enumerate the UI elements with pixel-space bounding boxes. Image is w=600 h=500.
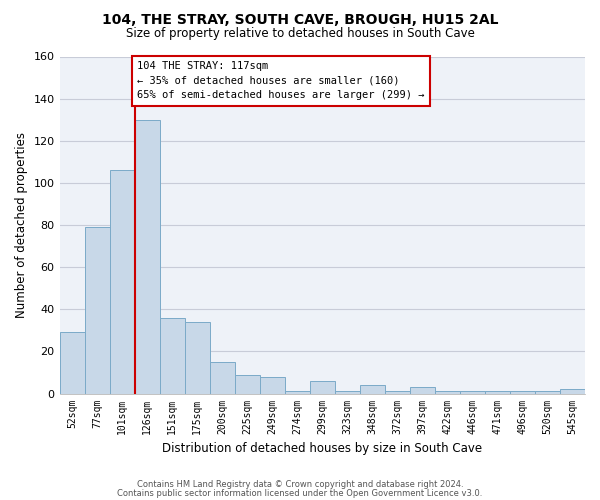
X-axis label: Distribution of detached houses by size in South Cave: Distribution of detached houses by size … — [162, 442, 482, 455]
Text: Contains public sector information licensed under the Open Government Licence v3: Contains public sector information licen… — [118, 488, 482, 498]
Bar — [185, 322, 209, 394]
Bar — [260, 376, 285, 394]
Bar — [360, 385, 385, 394]
Bar — [110, 170, 134, 394]
Bar — [209, 362, 235, 394]
Bar — [160, 318, 185, 394]
Bar — [560, 390, 585, 394]
Y-axis label: Number of detached properties: Number of detached properties — [15, 132, 28, 318]
Bar — [535, 392, 560, 394]
Bar — [235, 374, 260, 394]
Bar — [485, 392, 510, 394]
Bar — [310, 381, 335, 394]
Bar — [85, 227, 110, 394]
Bar — [59, 332, 85, 394]
Bar — [410, 387, 435, 394]
Bar — [285, 392, 310, 394]
Bar — [335, 392, 360, 394]
Text: 104, THE STRAY, SOUTH CAVE, BROUGH, HU15 2AL: 104, THE STRAY, SOUTH CAVE, BROUGH, HU15… — [102, 12, 498, 26]
Bar — [460, 392, 485, 394]
Bar — [435, 392, 460, 394]
Text: Size of property relative to detached houses in South Cave: Size of property relative to detached ho… — [125, 28, 475, 40]
Text: 104 THE STRAY: 117sqm
← 35% of detached houses are smaller (160)
65% of semi-det: 104 THE STRAY: 117sqm ← 35% of detached … — [137, 60, 425, 100]
Bar — [510, 392, 535, 394]
Bar — [134, 120, 160, 394]
Text: Contains HM Land Registry data © Crown copyright and database right 2024.: Contains HM Land Registry data © Crown c… — [137, 480, 463, 489]
Bar — [385, 392, 410, 394]
